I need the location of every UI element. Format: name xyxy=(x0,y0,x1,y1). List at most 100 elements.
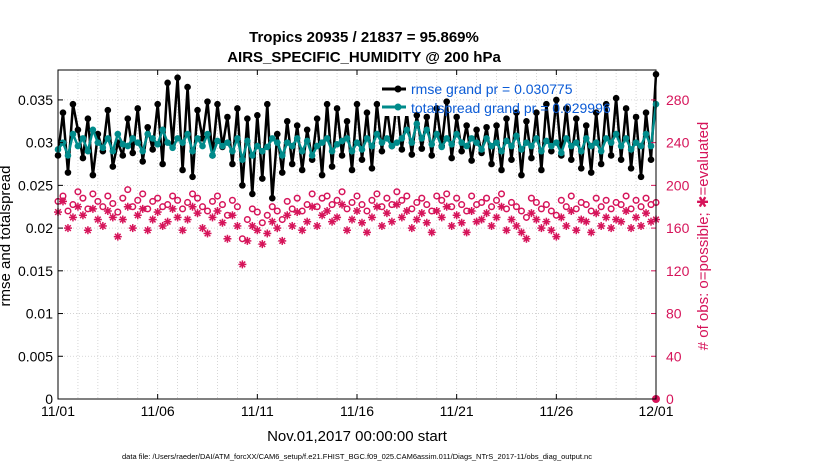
series-point xyxy=(318,171,326,179)
obs-possible-point xyxy=(592,194,600,202)
obs-evaluated-point xyxy=(362,228,371,237)
series-point xyxy=(124,115,132,123)
series-point xyxy=(373,100,381,108)
series-point xyxy=(109,147,117,155)
series-point xyxy=(577,164,585,172)
series-point xyxy=(637,142,645,150)
obs-evaluated-point xyxy=(153,208,162,217)
obs-possible-point xyxy=(258,219,266,227)
asterisk-stroke xyxy=(234,222,241,230)
series-point xyxy=(567,142,575,150)
obs-evaluated-point xyxy=(627,224,636,233)
obs-evaluated-point xyxy=(173,213,182,222)
obs-evaluated-point xyxy=(308,202,317,211)
asterisk-stroke xyxy=(373,203,381,211)
asterisk-stroke xyxy=(244,237,251,245)
series-point xyxy=(159,160,166,168)
obs-evaluated-point xyxy=(492,213,501,222)
asterisk-stroke xyxy=(503,226,510,234)
series-point xyxy=(144,123,151,131)
asterisk-stroke xyxy=(398,214,406,221)
asterisk-stroke xyxy=(418,209,426,217)
obs-evaluated-point xyxy=(148,215,157,224)
asterisk-stroke xyxy=(438,214,446,221)
series-point xyxy=(288,160,296,168)
series-point xyxy=(627,164,635,172)
series-point xyxy=(164,139,171,146)
obs-evaluated-point xyxy=(258,240,267,249)
asterisk-stroke xyxy=(383,209,391,217)
series-point xyxy=(194,106,201,114)
series-point xyxy=(498,147,505,155)
obs-evaluated-point xyxy=(557,213,566,222)
asterisk-stroke xyxy=(119,216,127,223)
series-point xyxy=(79,135,87,142)
obs-evaluated-point xyxy=(238,260,247,269)
obs-evaluated-point xyxy=(73,202,82,211)
series-point xyxy=(627,146,635,153)
chart-subtitle: AIRS_SPECIFIC_HUMIDITY @ 200 hPa xyxy=(227,49,501,66)
series-point xyxy=(647,156,655,164)
series-point xyxy=(473,126,480,134)
series-point xyxy=(353,100,361,108)
x-tick-label: 11/06 xyxy=(141,403,175,419)
series-point xyxy=(488,160,495,168)
series-point xyxy=(278,152,286,159)
obs-evaluated-point xyxy=(587,228,596,237)
series-point xyxy=(109,163,117,170)
obs-evaluated-point xyxy=(323,207,332,215)
obs-possible-point xyxy=(333,196,341,204)
asterisk-stroke xyxy=(528,209,535,217)
legend-spread-marker xyxy=(394,103,402,111)
series-point xyxy=(323,135,331,142)
asterisk-stroke xyxy=(607,224,615,232)
obs-evaluated-point xyxy=(517,228,526,237)
asterisk-stroke xyxy=(483,209,490,217)
obs-possible-point xyxy=(89,190,97,198)
obs-possible-point xyxy=(283,197,291,205)
y-tick-label-left: 0.035 xyxy=(18,92,53,108)
series-point xyxy=(368,164,376,172)
asterisk-stroke xyxy=(627,224,635,232)
obs-evaluated-point xyxy=(372,202,381,211)
series-point xyxy=(244,137,251,145)
obs-possible-point xyxy=(348,198,356,207)
obs-possible-point xyxy=(104,192,112,200)
asterisk-stroke xyxy=(229,211,236,219)
series-point xyxy=(543,137,550,145)
series-obs-evaluated xyxy=(54,197,660,269)
series-point xyxy=(273,139,281,146)
series-point xyxy=(582,135,590,142)
obs-possible-point xyxy=(458,201,466,209)
obs-evaluated-point xyxy=(437,213,446,222)
series-point xyxy=(563,135,570,142)
series-point xyxy=(353,139,361,146)
series-point xyxy=(373,130,381,138)
obs-possible-point xyxy=(517,207,526,215)
series-point xyxy=(493,122,500,129)
obs-possible-point xyxy=(492,196,501,204)
obs-possible-point xyxy=(368,196,376,204)
obs-evaluated-point xyxy=(467,207,476,215)
obs-evaluated-point xyxy=(223,234,232,243)
series-point xyxy=(637,173,645,181)
obs-evaluated-point xyxy=(392,200,401,209)
series-point xyxy=(338,152,346,159)
obs-possible-point xyxy=(438,196,446,204)
series-point xyxy=(478,146,485,153)
series-point xyxy=(538,166,545,174)
series-point xyxy=(503,137,510,145)
obs-evaluated-point xyxy=(213,207,222,215)
x-tick-label: 11/11 xyxy=(241,403,274,419)
series-point xyxy=(358,146,366,153)
obs-possible-point xyxy=(308,190,316,198)
series-point xyxy=(219,142,226,150)
legend: rmse grand pr = 0.030775 totalspread gra… xyxy=(380,80,611,116)
series-totalspread xyxy=(54,100,660,164)
asterisk-stroke xyxy=(283,211,291,219)
y-tick-label-left: 0.005 xyxy=(18,348,53,364)
obs-evaluated-point xyxy=(422,218,431,227)
asterisk-stroke xyxy=(622,207,630,215)
asterisk-stroke xyxy=(298,226,306,234)
series-point xyxy=(513,132,520,140)
